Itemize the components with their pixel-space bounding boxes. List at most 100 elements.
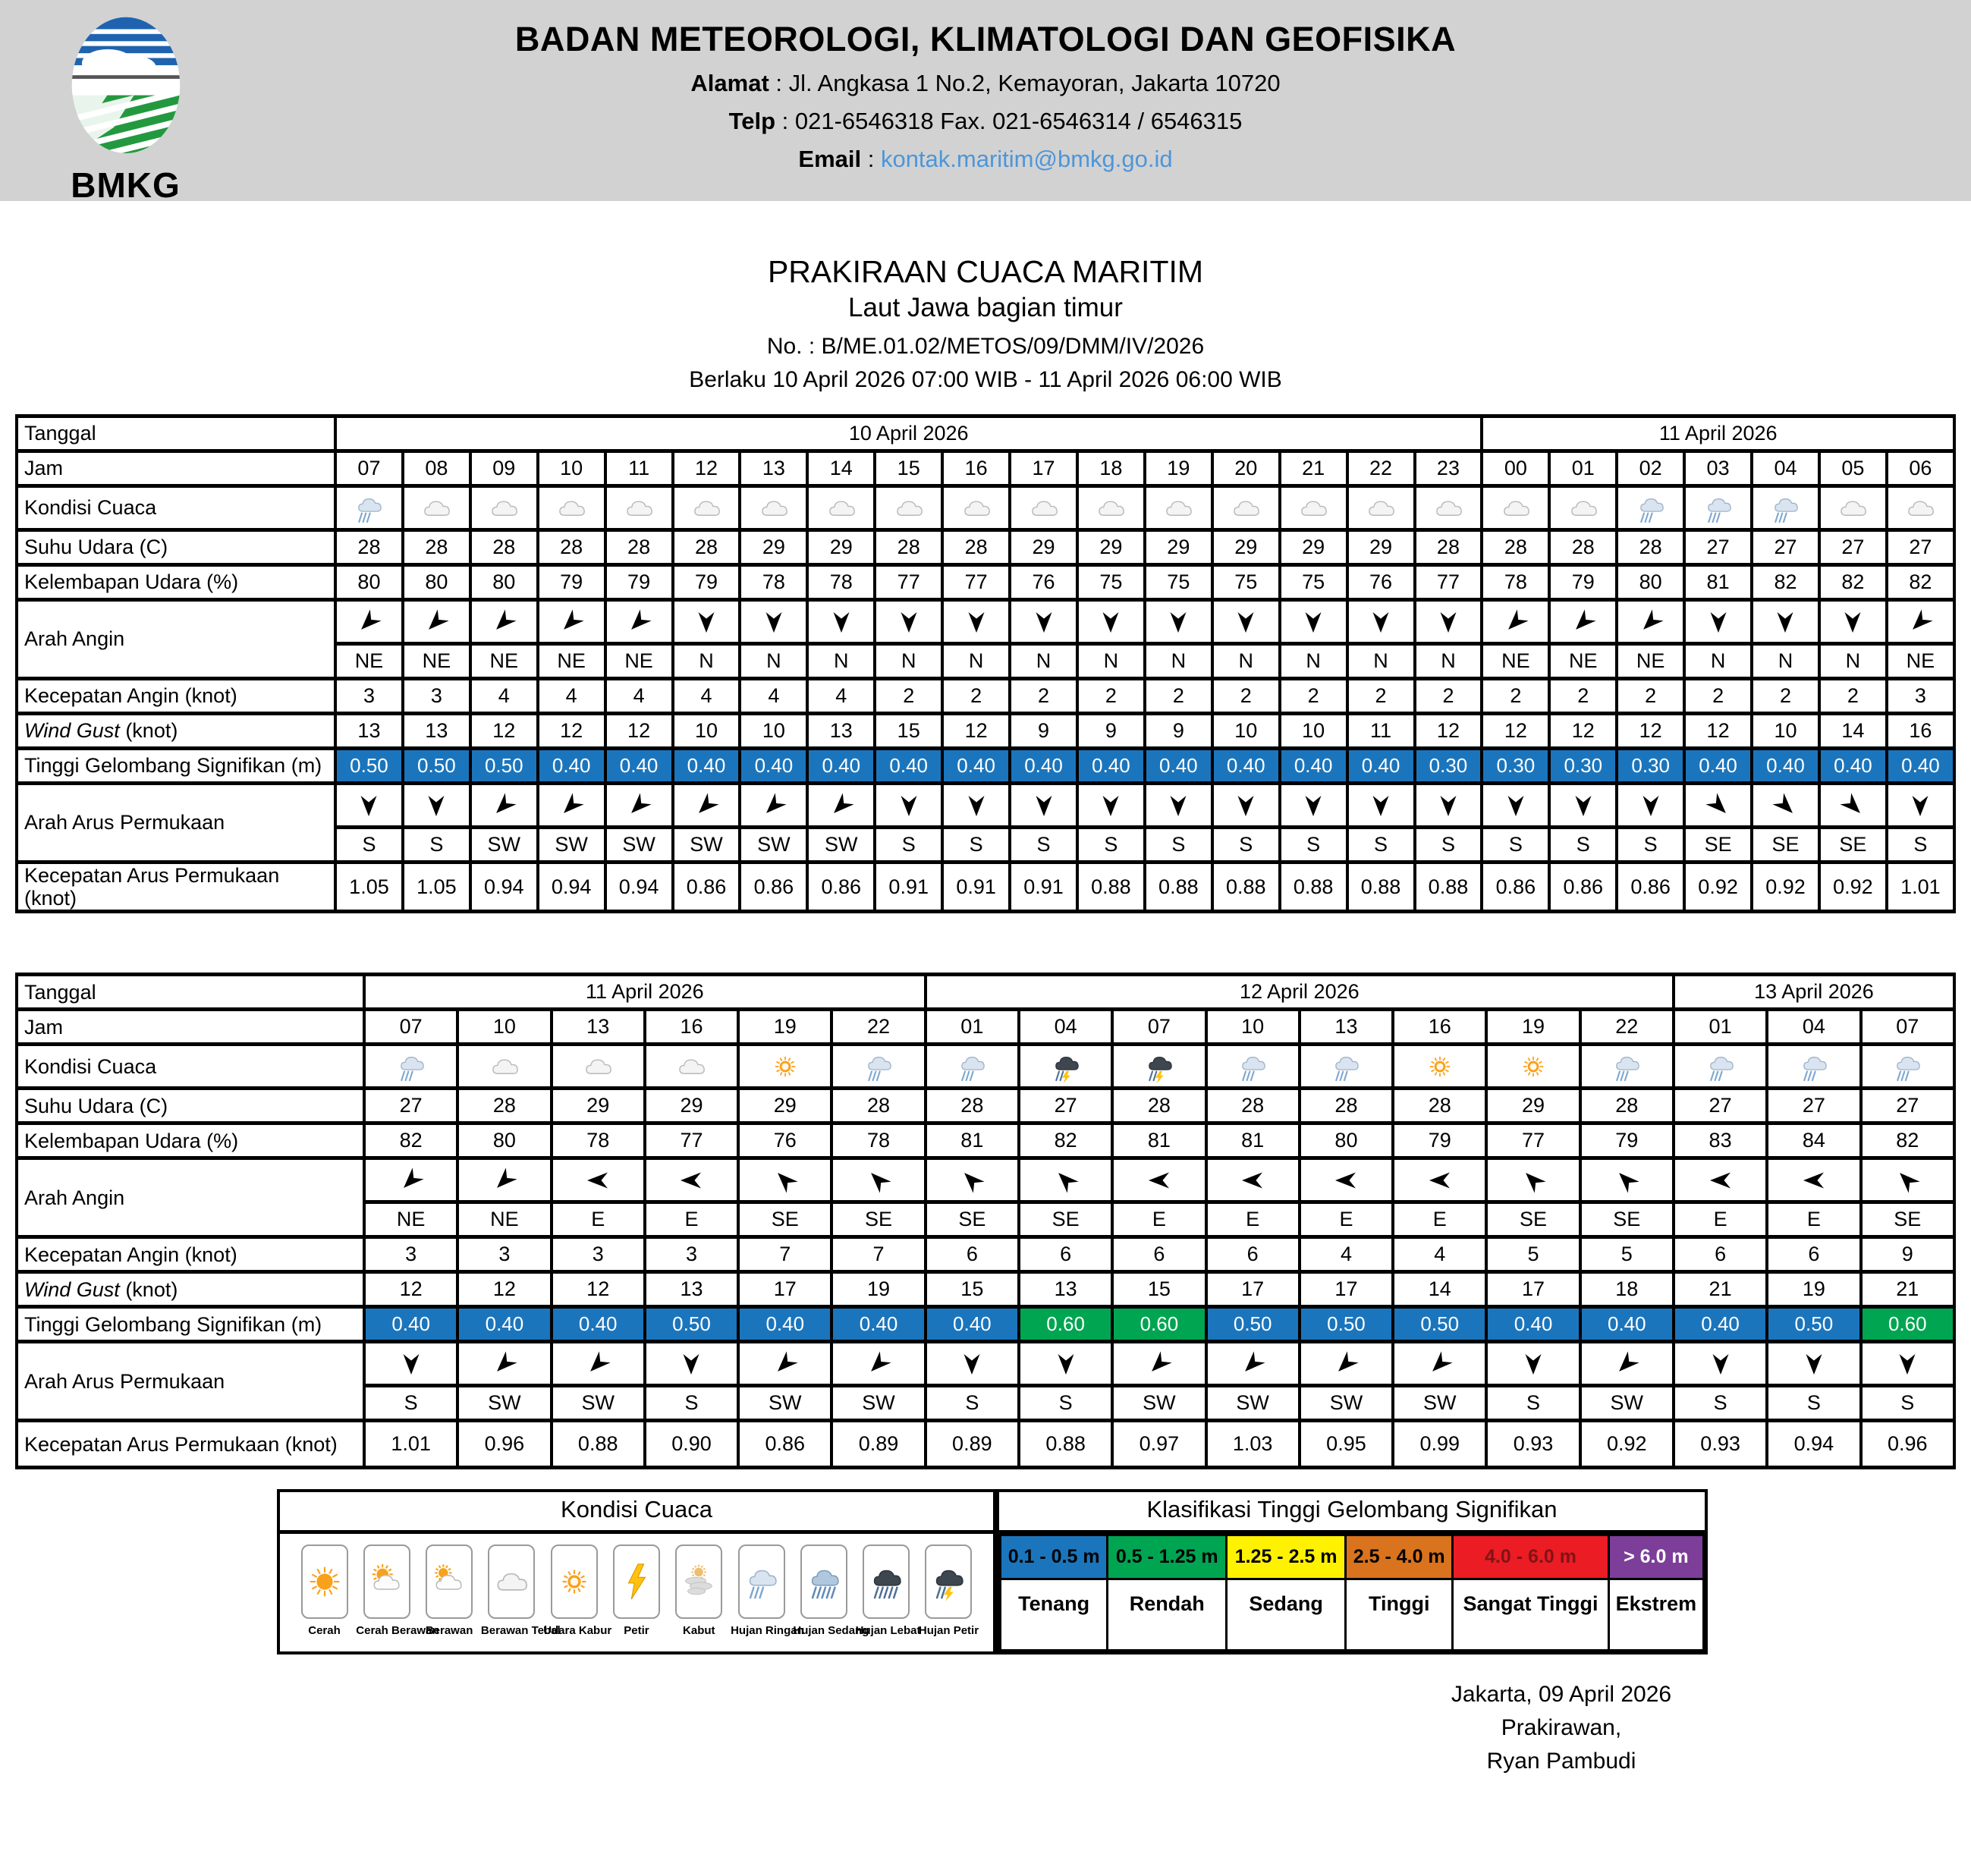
wind-direction-arrow-icon xyxy=(1017,1156,1114,1205)
weather-icon-hujan-ringan xyxy=(1750,484,1821,532)
arah_arus-cell: SE xyxy=(1683,825,1754,864)
arah_arus-cell: SW xyxy=(1111,1384,1208,1423)
kelembapan-cell: 79 xyxy=(1578,1121,1675,1161)
arah_angin-cell: N xyxy=(1210,642,1281,680)
row-label-jam: Jam xyxy=(15,1007,366,1047)
row-label-suhu: Suhu Udara (C) xyxy=(15,528,337,567)
kecepatan_angin-cell: 2 xyxy=(1210,677,1281,715)
kecepatan_arus-cell: 0.91 xyxy=(1008,859,1079,914)
wind-direction-arrow-icon xyxy=(536,598,607,646)
wind-direction-arrow-icon xyxy=(737,1156,834,1205)
weather-icon-hujan-petir xyxy=(1111,1042,1208,1091)
weather-legend-label: Berawan Tebal xyxy=(480,1624,561,1638)
jam-cell: 09 xyxy=(468,449,539,488)
arah_angin-cell: N xyxy=(671,642,742,680)
kecepatan_arus-cell: 0.88 xyxy=(1345,859,1416,914)
kecepatan_arus-cell: 0.89 xyxy=(830,1419,927,1470)
weather-legend-item: Hujan Petir xyxy=(918,1544,979,1637)
gelombang-cell: 0.60 xyxy=(1859,1305,1956,1344)
row-label-kecepatan_arus: Kecepatan Arus Permukaan (knot) xyxy=(15,1419,366,1470)
current-direction-arrow-icon xyxy=(1859,1340,1956,1388)
arah_angin-cell: N xyxy=(1278,642,1349,680)
gelombang-cell: 0.50 xyxy=(1297,1305,1395,1344)
weather-legend-label: Hujan Sedang xyxy=(793,1624,869,1638)
kelembapan-cell: 79 xyxy=(671,563,742,602)
weather-icon-udara-kabur xyxy=(1485,1042,1582,1091)
current-direction-arrow-icon xyxy=(334,781,404,829)
hujan-sedang-icon xyxy=(800,1544,847,1620)
jam-cell: 17 xyxy=(1008,449,1079,488)
wave-class-label: Sedang xyxy=(1225,1578,1347,1652)
kecepatan_angin-cell: 3 xyxy=(362,1235,460,1274)
email-link[interactable]: kontak.maritim@bmkg.go.id xyxy=(880,146,1173,172)
wind-direction-arrow-icon xyxy=(1075,598,1146,646)
suhu-cell: 28 xyxy=(1578,1086,1675,1126)
kelembapan-cell: 77 xyxy=(941,563,1012,602)
wind-direction-arrow-icon xyxy=(1671,1156,1769,1205)
gelombang-cell: 0.30 xyxy=(1413,746,1484,785)
arah_angin-cell: NE xyxy=(456,1200,553,1240)
row-label-tanggal: Tanggal xyxy=(15,414,337,453)
row-label-arah_angin: Arah Angin xyxy=(15,598,337,680)
arah_angin-cell: N xyxy=(1817,642,1888,680)
kecepatan_arus-cell: 0.88 xyxy=(1017,1419,1114,1470)
wind_gust-cell: 13 xyxy=(1017,1270,1114,1309)
wind_gust-cell: 12 xyxy=(362,1270,460,1309)
wind-direction-arrow-icon xyxy=(468,598,539,646)
arah_arus-cell: S xyxy=(1017,1384,1114,1423)
suhu-cell: 28 xyxy=(1111,1086,1208,1126)
weather-icon-berawan-tebal xyxy=(1143,484,1214,532)
weather-legend-item: Hujan Ringan xyxy=(731,1544,804,1638)
current-direction-arrow-icon xyxy=(536,781,607,829)
arah_arus-cell: S xyxy=(1885,825,1957,864)
weather-legend-label: Hujan Ringan xyxy=(731,1624,804,1638)
suhu-cell: 27 xyxy=(1683,528,1754,567)
kecepatan_angin-cell: 2 xyxy=(1548,677,1619,715)
kecepatan_arus-cell: 0.86 xyxy=(1548,859,1619,914)
wind-direction-arrow-icon xyxy=(1111,1156,1208,1205)
gelombang-cell: 0.40 xyxy=(536,746,607,785)
suhu-cell: 28 xyxy=(401,528,472,567)
kecepatan_arus-cell: 0.94 xyxy=(536,859,607,914)
jam-cell: 13 xyxy=(549,1007,646,1047)
suhu-cell: 29 xyxy=(1485,1086,1582,1126)
arah_angin-cell: E xyxy=(1671,1200,1769,1240)
kelembapan-cell: 76 xyxy=(1345,563,1416,602)
gelombang-cell: 0.40 xyxy=(1750,746,1821,785)
current-direction-arrow-icon xyxy=(1578,1340,1675,1388)
date-header: 11 April 2026 xyxy=(363,973,927,1012)
suhu-cell: 28 xyxy=(1413,528,1484,567)
current-direction-arrow-icon xyxy=(806,781,877,829)
date-header: 12 April 2026 xyxy=(923,973,1675,1012)
weather-icon-berawan-tebal xyxy=(1413,484,1484,532)
date-header: 13 April 2026 xyxy=(1671,973,1957,1012)
forecast-table-2: Tanggal 11 April 2026 12 April 2026 13 Apri… xyxy=(15,973,1957,1470)
jam-cell: 02 xyxy=(1615,449,1687,488)
email-label: Email xyxy=(798,146,862,172)
wind-direction-arrow-icon xyxy=(1143,598,1214,646)
suhu-cell: 27 xyxy=(1671,1086,1769,1126)
wind-direction-arrow-icon xyxy=(603,598,674,646)
wind_gust-cell: 12 xyxy=(456,1270,553,1309)
gelombang-cell: 0.40 xyxy=(1683,746,1754,785)
jam-cell: 15 xyxy=(873,449,945,488)
jam-cell: 16 xyxy=(643,1007,740,1047)
current-direction-arrow-icon xyxy=(1413,781,1484,829)
jam-cell: 04 xyxy=(1017,1007,1114,1047)
jam-cell: 19 xyxy=(1143,449,1214,488)
kecepatan_arus-cell: 0.93 xyxy=(1671,1419,1769,1470)
kecepatan_arus-cell: 1.01 xyxy=(362,1419,460,1470)
kelembapan-cell: 79 xyxy=(603,563,674,602)
email-sep: : xyxy=(861,146,881,172)
kecepatan_angin-cell: 6 xyxy=(1765,1235,1863,1274)
jam-cell: 10 xyxy=(456,1007,553,1047)
kecepatan_arus-cell: 0.96 xyxy=(1859,1419,1956,1470)
weather-icon-hujan-ringan xyxy=(1615,484,1687,532)
gelombang-cell: 0.40 xyxy=(737,1305,834,1344)
signature-place-date: Jakarta, 09 April 2026 xyxy=(1451,1682,1672,1708)
suhu-cell: 29 xyxy=(549,1086,646,1126)
row-label-jam: Jam xyxy=(15,449,337,488)
kecepatan_angin-cell: 2 xyxy=(873,677,945,715)
wind-direction-arrow-icon xyxy=(1008,598,1079,646)
kecepatan_angin-cell: 6 xyxy=(1204,1235,1301,1274)
